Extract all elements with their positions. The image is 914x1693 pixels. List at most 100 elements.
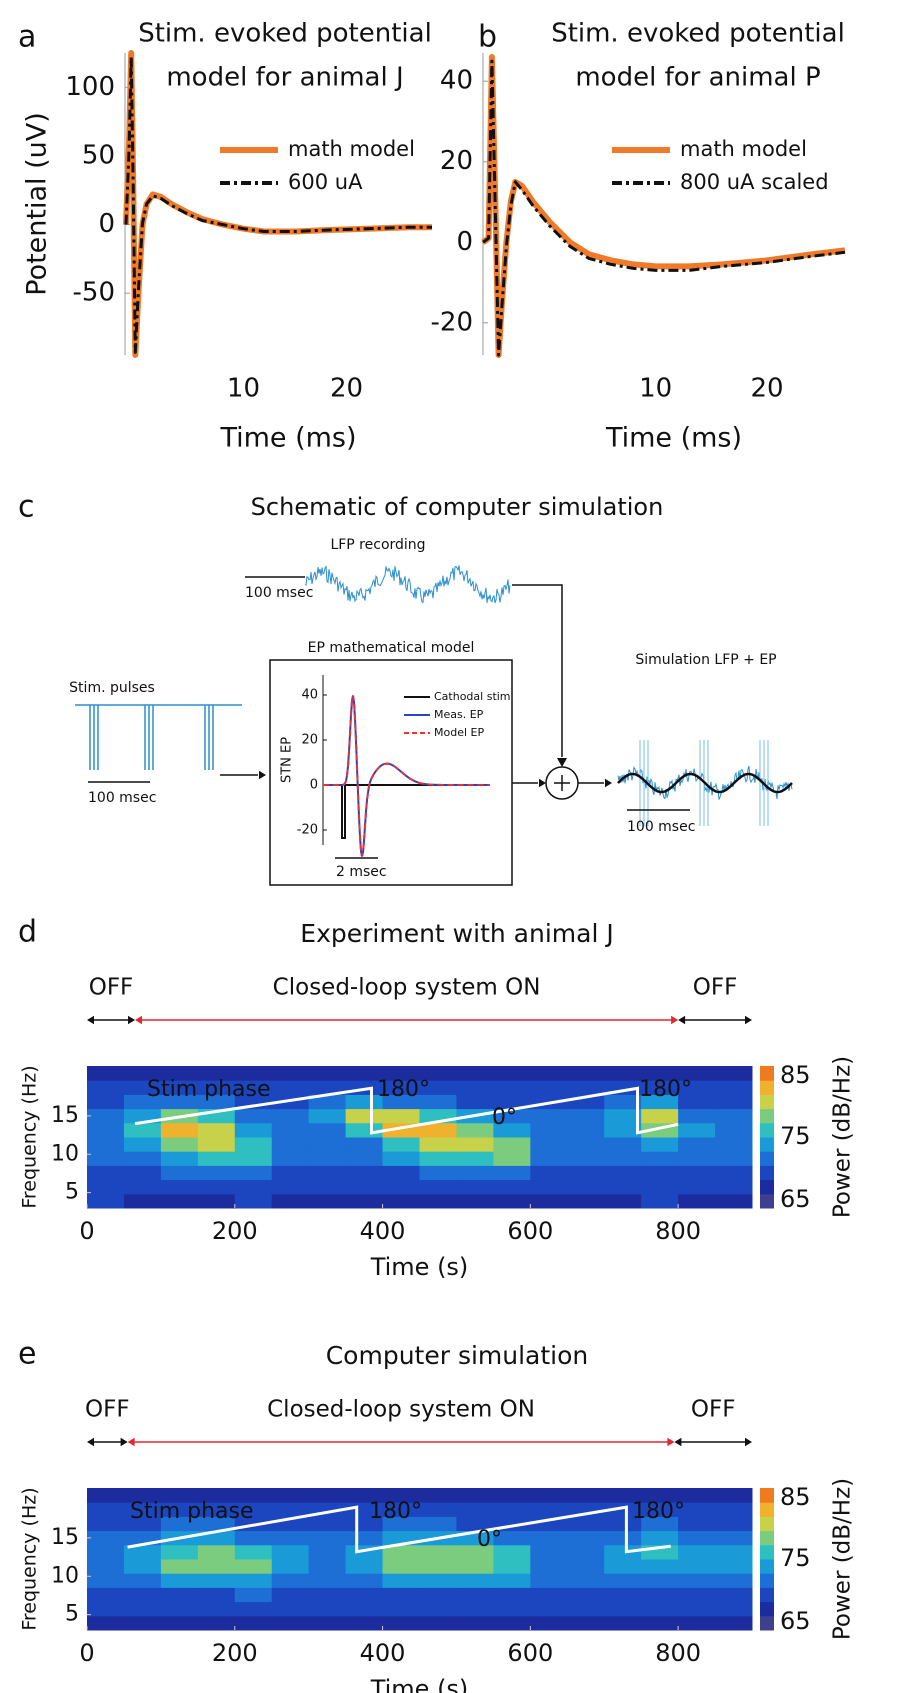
heatmap-cell <box>308 1094 347 1110</box>
heatmap-cell <box>197 1488 236 1503</box>
heatmap-cell <box>419 1179 457 1195</box>
heatmap-cell <box>271 1559 310 1574</box>
heatmap-cell <box>87 1122 125 1138</box>
ep-box <box>269 659 513 886</box>
colorbar-step <box>760 1066 774 1081</box>
overlay-label: Stim phase <box>147 1077 271 1102</box>
heatmap-cell <box>678 1559 716 1574</box>
heatmap-cell <box>604 1488 642 1503</box>
legend-label: 800 uA scaled <box>680 170 829 194</box>
heatmap-cell <box>419 1137 457 1152</box>
heatmap-cell <box>419 1601 457 1617</box>
heatmap-cell <box>382 1601 420 1617</box>
heatmap-cell <box>419 1165 457 1181</box>
heatmap-cell <box>234 1137 273 1152</box>
heatmap-cell <box>345 1530 384 1546</box>
heatmap-cell <box>197 1516 236 1532</box>
heatmap-cell <box>382 1573 420 1588</box>
heatmap-cell <box>456 1573 494 1588</box>
heatmap-cell <box>530 1530 568 1546</box>
heatmap-cell <box>641 1587 679 1603</box>
heatmap-cell <box>604 1137 642 1152</box>
heatmap-cell <box>160 1615 199 1631</box>
heatmap-cell <box>419 1502 457 1517</box>
heatmap-cell <box>123 1179 162 1195</box>
heatmap-cell <box>382 1502 420 1517</box>
heatmap-cell <box>271 1587 310 1603</box>
heatmap-cell <box>493 1165 531 1181</box>
arrow-head <box>667 1437 675 1447</box>
y-tick-label: -20 <box>431 307 473 337</box>
y-axis-label: Frequency (Hz) <box>19 1065 41 1208</box>
heatmap-cell <box>493 1137 531 1152</box>
heatmap-cell <box>567 1559 605 1574</box>
connector <box>512 584 563 757</box>
heatmap-cell <box>271 1193 310 1209</box>
heatmap-cell <box>456 1122 494 1138</box>
arrow-head <box>674 1437 682 1447</box>
colorbar-step <box>760 1516 774 1532</box>
heatmap-cell <box>678 1151 716 1166</box>
arrow-head <box>678 1015 686 1025</box>
x-tick-label: 400 <box>360 1217 406 1245</box>
heatmap-cell <box>567 1544 605 1560</box>
x-tick-label: 200 <box>212 1639 258 1667</box>
heatmap-cell <box>715 1530 753 1546</box>
heatmap-cell <box>530 1488 568 1503</box>
heatmap-cell <box>604 1108 642 1124</box>
heatmap-cell <box>567 1122 605 1138</box>
heatmap-cell <box>641 1179 679 1195</box>
x-tick-label: 10 <box>639 374 672 404</box>
heatmap-cell <box>419 1559 457 1574</box>
heatmap-cell <box>530 1615 568 1631</box>
ep-ylabel: STN EP <box>280 737 295 783</box>
heatmap-cell <box>456 1544 494 1560</box>
heatmap-cell <box>604 1066 642 1081</box>
legend-label: 600 uA <box>288 170 363 194</box>
arrow-head <box>87 1437 94 1447</box>
heatmap-cell <box>123 1094 162 1110</box>
heatmap-cell <box>87 1137 125 1152</box>
heatmap-cell <box>493 1066 531 1081</box>
heatmap-cell <box>493 1544 531 1560</box>
x-tick-label: 20 <box>330 374 363 404</box>
heatmap-cell <box>123 1137 162 1152</box>
heatmap-cell <box>530 1066 568 1081</box>
heatmap-cell <box>678 1516 716 1532</box>
heatmap-cell <box>197 1502 236 1517</box>
heatmap-cell <box>456 1615 494 1631</box>
schematic-title: Schematic of computer simulation <box>251 493 664 521</box>
colorbar-step <box>760 1122 774 1138</box>
y-tick-label: 20 <box>440 146 473 176</box>
heatmap-cell <box>382 1165 420 1181</box>
heatmap-cell <box>456 1137 494 1152</box>
heatmap-cell <box>678 1530 716 1546</box>
heatmap-cell <box>160 1544 199 1560</box>
heatmap-cell <box>123 1615 162 1631</box>
heatmap-cell <box>197 1066 236 1081</box>
heatmap-cell <box>678 1544 716 1560</box>
heatmap-cell <box>641 1573 679 1588</box>
heatmap-cell <box>87 1066 125 1081</box>
segment-label: Closed-loop system ON <box>267 1397 535 1423</box>
heatmap-cell <box>123 1601 162 1617</box>
heatmap-cell <box>160 1080 199 1095</box>
heatmap-cell <box>567 1573 605 1588</box>
heatmap-cell <box>641 1066 679 1081</box>
heatmap-cell <box>604 1094 642 1110</box>
sim-trace <box>617 772 793 794</box>
heatmap-cell <box>271 1573 310 1588</box>
phase-line <box>134 1086 679 1135</box>
heatmap-cell <box>308 1137 347 1152</box>
colorbar-tick-label: 85 <box>780 1483 811 1511</box>
heatmap-cell <box>678 1601 716 1617</box>
heatmap-cell <box>160 1601 199 1617</box>
heatmap-cell <box>567 1587 605 1603</box>
scale-label: 100 msec <box>88 790 156 806</box>
heatmap-cell <box>234 1108 273 1124</box>
heatmap-cell <box>641 1165 679 1181</box>
heatmap-cell <box>419 1488 457 1503</box>
heatmap-cell <box>160 1516 199 1532</box>
heatmap-cell <box>641 1502 679 1517</box>
panel-label: c <box>18 490 35 525</box>
